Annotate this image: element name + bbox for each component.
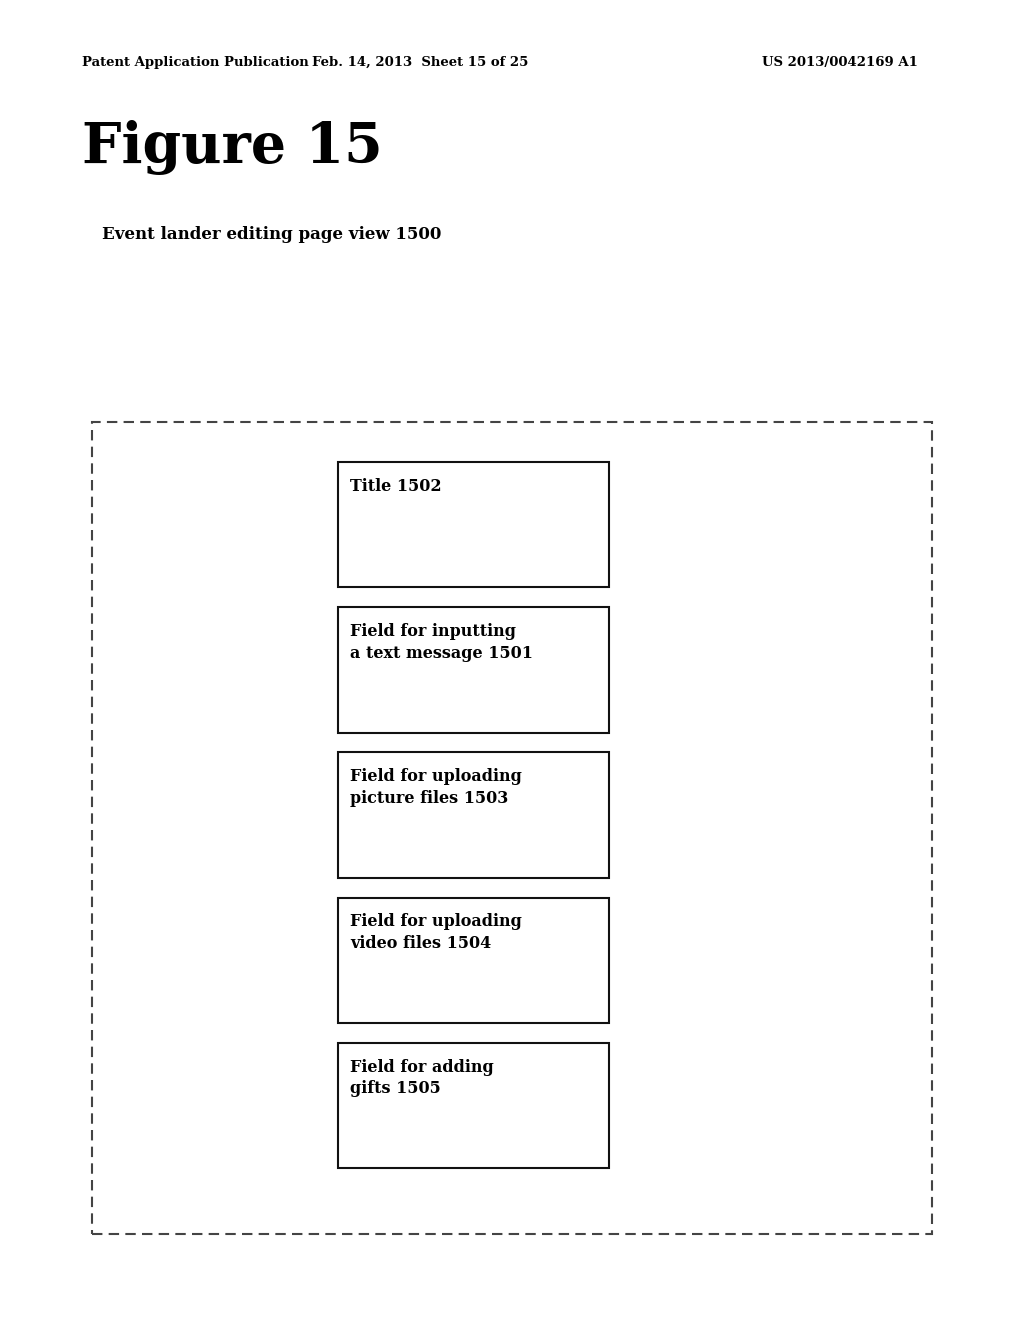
Bar bbox=[338, 898, 609, 1023]
Text: Patent Application Publication: Patent Application Publication bbox=[82, 55, 308, 69]
Bar bbox=[338, 462, 609, 587]
Bar bbox=[338, 607, 609, 733]
Text: Title 1502: Title 1502 bbox=[350, 478, 441, 495]
Text: US 2013/0042169 A1: US 2013/0042169 A1 bbox=[762, 55, 918, 69]
Bar bbox=[338, 752, 609, 878]
Bar bbox=[92, 422, 932, 1234]
Text: Field for uploading
picture files 1503: Field for uploading picture files 1503 bbox=[350, 768, 522, 807]
Text: Event lander editing page view 1500: Event lander editing page view 1500 bbox=[102, 227, 441, 243]
Text: Figure 15: Figure 15 bbox=[82, 120, 383, 176]
Bar bbox=[338, 1043, 609, 1168]
Text: Field for adding
gifts 1505: Field for adding gifts 1505 bbox=[350, 1059, 494, 1097]
Text: Feb. 14, 2013  Sheet 15 of 25: Feb. 14, 2013 Sheet 15 of 25 bbox=[311, 55, 528, 69]
Text: Field for inputting
a text message 1501: Field for inputting a text message 1501 bbox=[350, 623, 534, 661]
Text: Field for uploading
video files 1504: Field for uploading video files 1504 bbox=[350, 913, 522, 952]
